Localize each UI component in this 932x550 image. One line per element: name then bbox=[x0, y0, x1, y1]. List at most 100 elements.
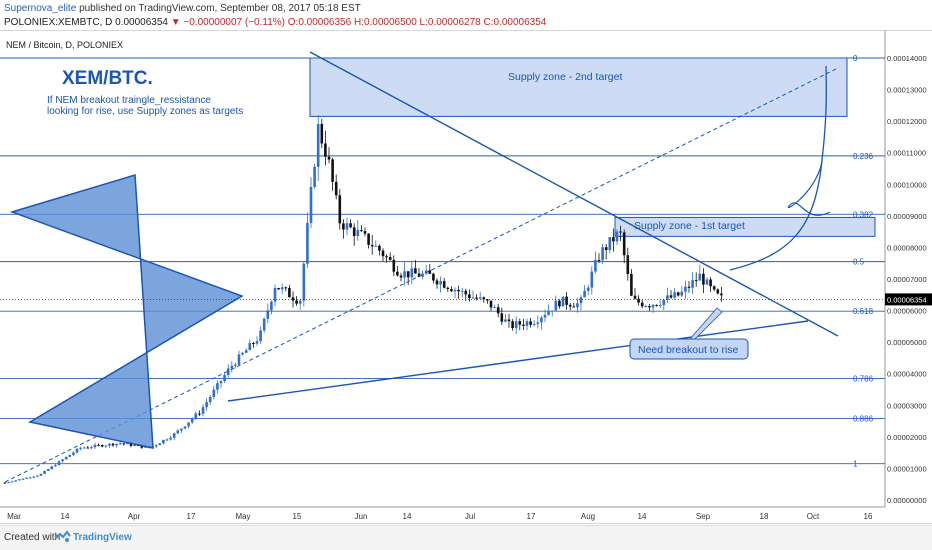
candle-body bbox=[533, 324, 536, 325]
candle-body bbox=[101, 445, 104, 447]
candle-body bbox=[61, 459, 64, 461]
candle-body bbox=[598, 260, 601, 261]
last-price-value: 0.00006354 bbox=[887, 295, 927, 304]
candle-body bbox=[371, 245, 374, 246]
candle-body bbox=[706, 279, 709, 284]
pane-title: NEM / Bitcoin, D, POLONIEX bbox=[6, 40, 123, 50]
candle-body bbox=[501, 313, 504, 321]
candle-body bbox=[645, 306, 648, 307]
y-tick-label: 0.00011000 bbox=[887, 149, 926, 158]
candle-body bbox=[443, 281, 446, 288]
candle-body bbox=[72, 453, 75, 455]
candle-body bbox=[504, 319, 507, 321]
candle-body bbox=[573, 306, 576, 307]
zone1-label: Supply zone - 1st target bbox=[634, 220, 745, 232]
price-chart[interactable]: NEM / Bitcoin, D, POLONIEX 0 0.236 0.382 0.… bbox=[0, 0, 932, 525]
projection-squiggle bbox=[788, 162, 830, 215]
candle-body bbox=[497, 307, 500, 313]
x-tick-label: Apr bbox=[128, 512, 141, 521]
candle-body bbox=[274, 288, 277, 302]
x-tick-label: 18 bbox=[760, 512, 769, 521]
ascending-support-line bbox=[228, 321, 808, 401]
candle-body bbox=[601, 247, 604, 260]
candle-body bbox=[331, 159, 334, 181]
candle-body bbox=[576, 303, 579, 307]
candle-body bbox=[249, 343, 252, 350]
candle-body bbox=[76, 449, 79, 453]
candle-body bbox=[321, 124, 324, 144]
candle-body bbox=[508, 319, 511, 321]
candle-body bbox=[317, 124, 320, 167]
fib-level-label: 0.786 bbox=[853, 374, 874, 383]
candle-body bbox=[198, 414, 201, 415]
candle-body bbox=[702, 274, 705, 285]
candle-body bbox=[223, 375, 226, 381]
candle-body bbox=[540, 318, 543, 323]
candle-body bbox=[630, 274, 633, 296]
candle-body bbox=[166, 439, 169, 440]
candle-body bbox=[691, 280, 694, 288]
candle-body bbox=[349, 223, 352, 227]
candle-body bbox=[256, 341, 259, 344]
candle-body bbox=[4, 483, 7, 484]
y-tick-label: 0.00004000 bbox=[887, 370, 927, 379]
candle-body bbox=[259, 330, 262, 341]
candle-body bbox=[97, 445, 100, 446]
candle-body bbox=[407, 271, 410, 277]
candle-body bbox=[169, 438, 172, 440]
candle-body bbox=[587, 288, 590, 291]
fib-level-label: 0.382 bbox=[853, 210, 874, 219]
tradingview-brand[interactable]: TradingView bbox=[73, 532, 132, 543]
candle-body bbox=[659, 305, 662, 306]
candle-body bbox=[187, 422, 190, 426]
footer-bar: Created with TradingView bbox=[0, 525, 932, 550]
candle-body bbox=[529, 321, 532, 325]
candle-body bbox=[277, 288, 280, 289]
candle-body bbox=[364, 231, 367, 234]
candle-body bbox=[15, 480, 18, 481]
candle-body bbox=[18, 479, 21, 480]
candle-body bbox=[285, 287, 288, 288]
candle-body bbox=[69, 455, 72, 457]
candle-body bbox=[612, 237, 615, 241]
x-tick-label: Oct bbox=[807, 512, 820, 521]
candle-body bbox=[641, 303, 644, 307]
candle-body bbox=[432, 274, 435, 281]
candle-body bbox=[609, 237, 612, 250]
x-tick-label: Mar bbox=[7, 512, 21, 521]
y-tick-label: 0.00009000 bbox=[887, 212, 927, 221]
candle-body bbox=[717, 289, 720, 293]
candle-body bbox=[468, 294, 471, 298]
candle-body bbox=[112, 444, 115, 446]
candle-body bbox=[234, 365, 237, 366]
candle-body bbox=[303, 264, 306, 301]
candle-body bbox=[79, 448, 82, 449]
candle-body bbox=[58, 461, 61, 465]
candle-body bbox=[267, 310, 270, 318]
candle-body bbox=[472, 298, 475, 299]
x-tick-label: 16 bbox=[864, 512, 873, 521]
candle-body bbox=[389, 257, 392, 260]
candle-body bbox=[90, 447, 93, 448]
x-tick-label: Sep bbox=[696, 512, 711, 521]
candle-body bbox=[526, 321, 529, 326]
candle-body bbox=[47, 469, 50, 471]
candle-body bbox=[673, 292, 676, 297]
candle-body bbox=[479, 297, 482, 298]
candle-body bbox=[511, 321, 514, 328]
candle-body bbox=[238, 354, 241, 364]
candle-body bbox=[40, 474, 43, 476]
candle-body bbox=[627, 255, 630, 274]
candle-body bbox=[591, 272, 594, 288]
candle-body bbox=[519, 321, 522, 324]
candle-body bbox=[245, 350, 248, 353]
headline-annotation: XEM/BTC. bbox=[62, 68, 153, 89]
subline-2: looking for rise, use Supply zones as ta… bbox=[47, 106, 243, 117]
candle-body bbox=[328, 157, 331, 160]
candle-body bbox=[335, 182, 338, 195]
candle-body bbox=[241, 353, 244, 355]
candle-body bbox=[29, 477, 32, 478]
candle-body bbox=[648, 306, 651, 307]
x-tick-label: 15 bbox=[293, 512, 302, 521]
x-tick-label: 14 bbox=[403, 512, 412, 521]
